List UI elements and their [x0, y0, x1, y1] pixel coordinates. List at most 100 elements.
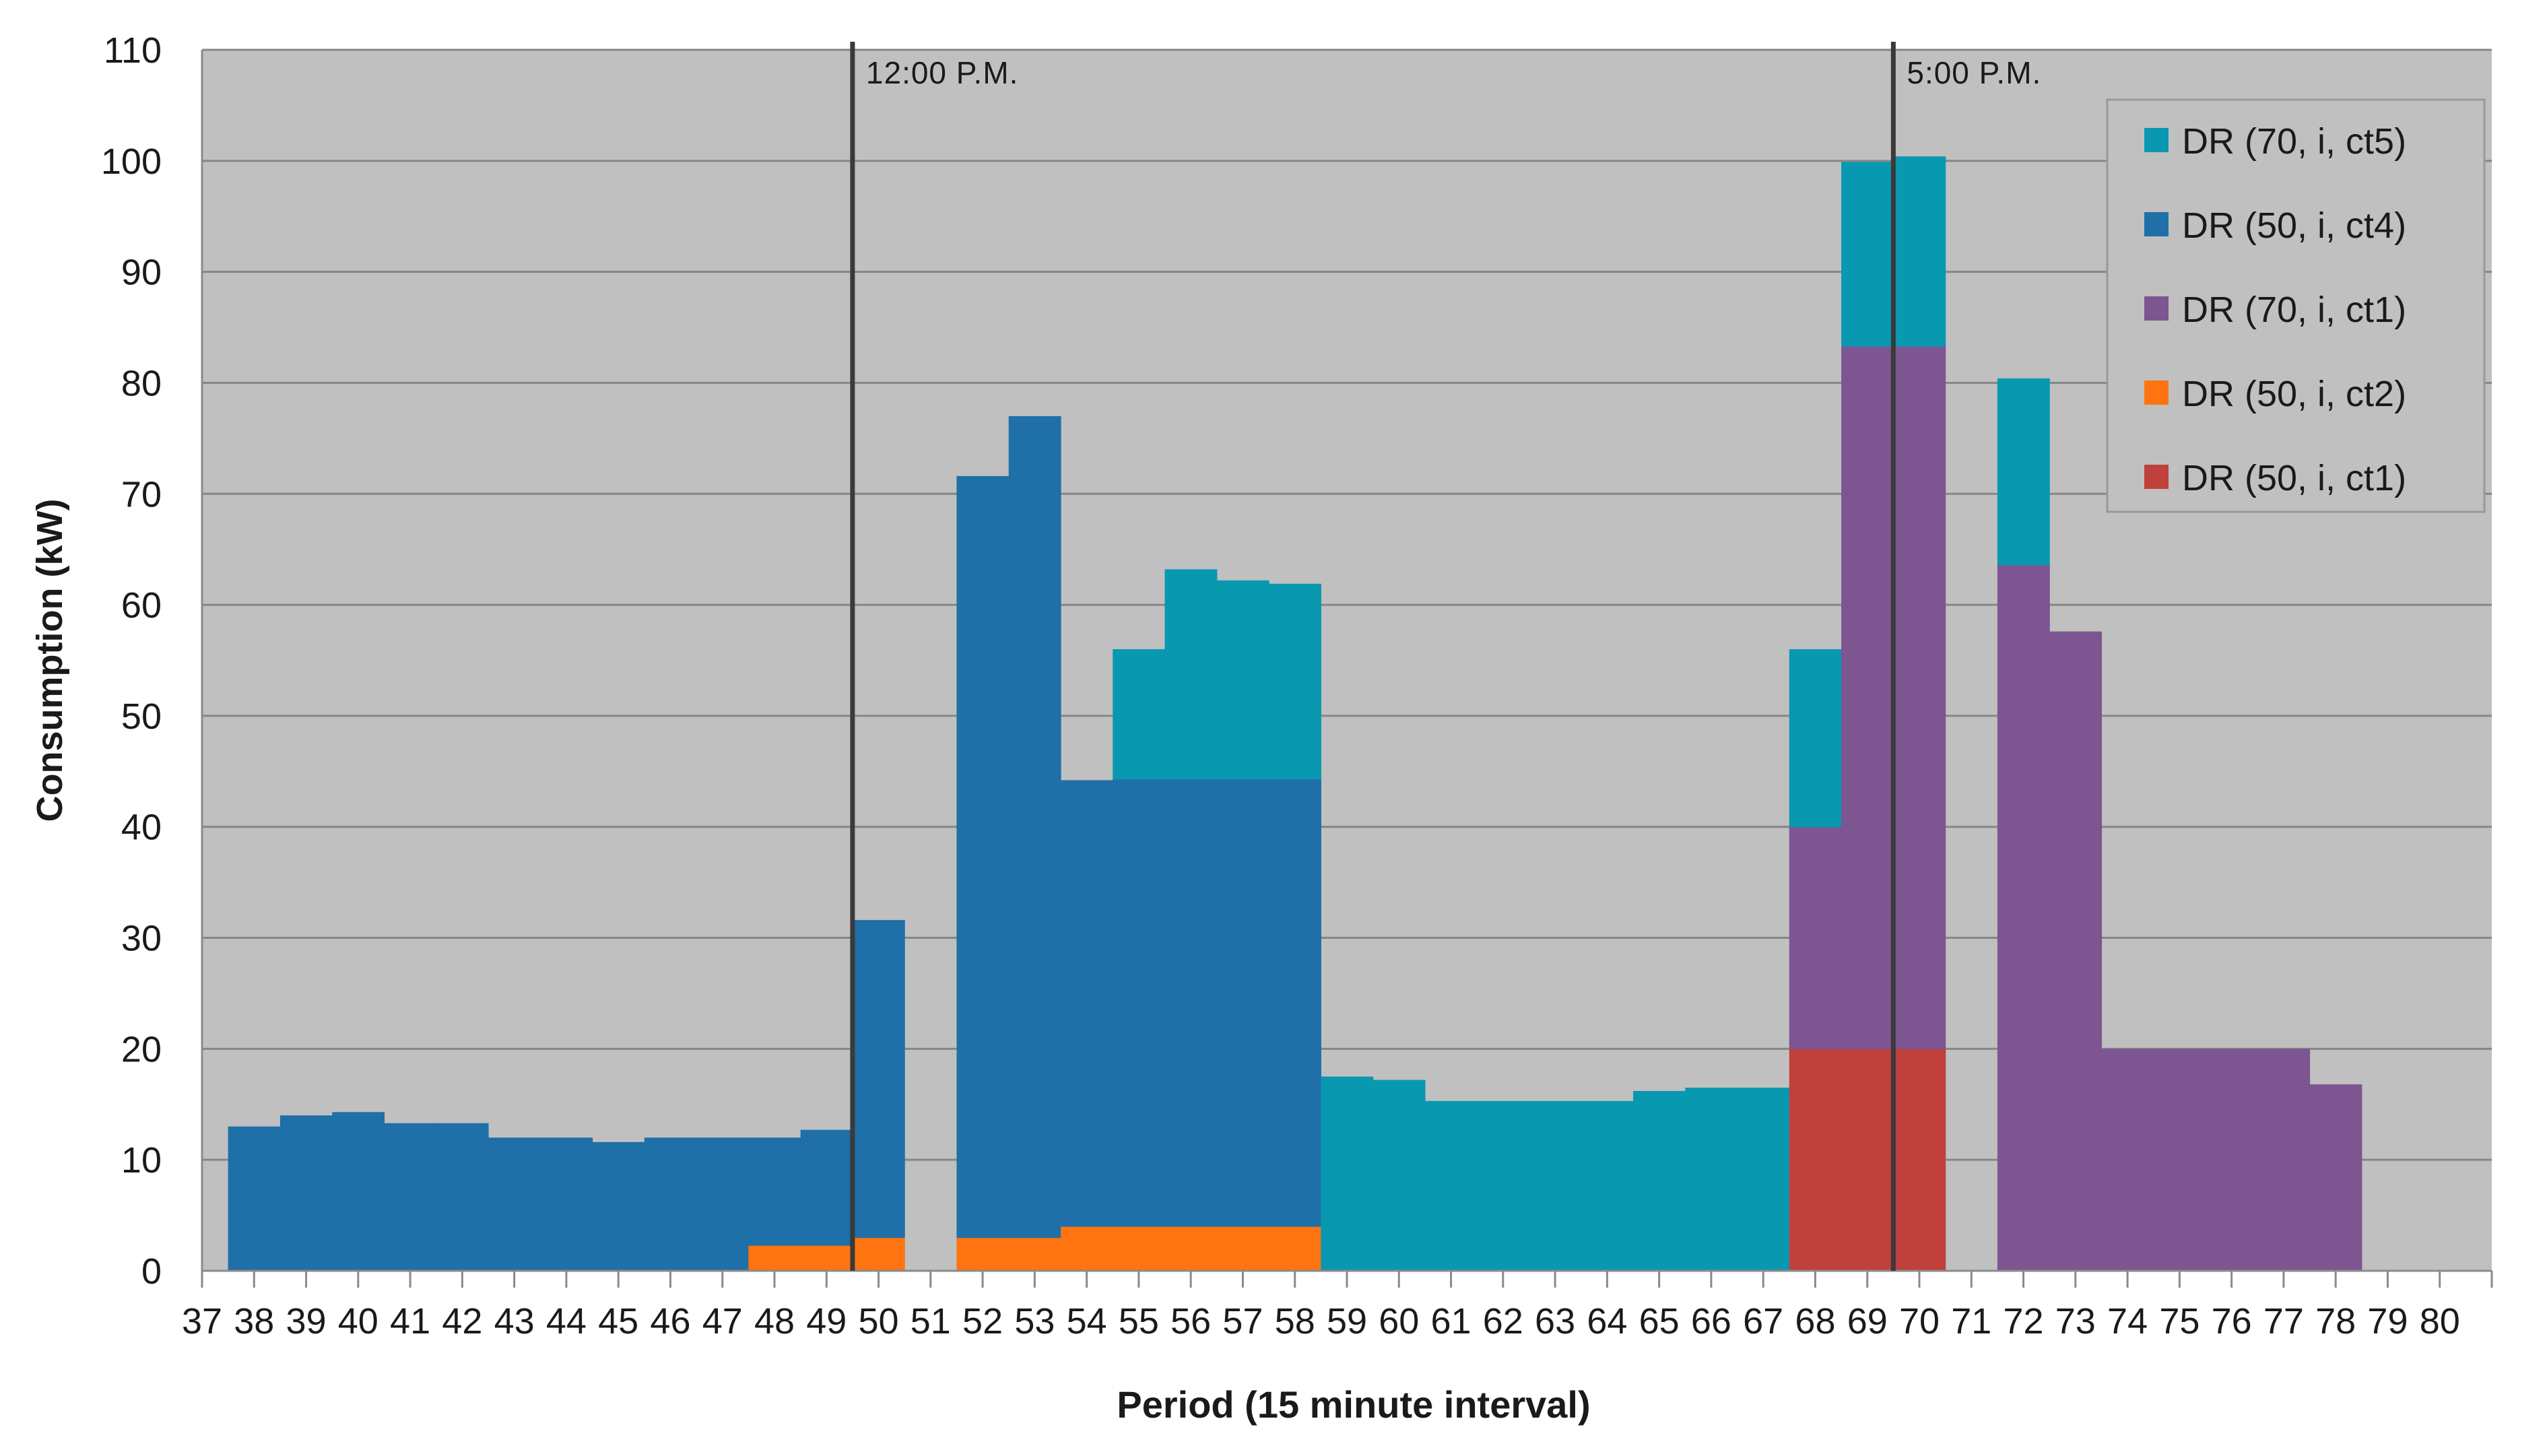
bar-segment: [592, 1141, 645, 1271]
bar-segment: [384, 1123, 437, 1271]
bar-segment: [1581, 1100, 1634, 1271]
y-tick-label: 80: [121, 363, 162, 403]
x-tick-label: 37: [182, 1301, 222, 1342]
bar-segment: [748, 1137, 801, 1246]
x-tick-label: 49: [806, 1301, 847, 1342]
bar-segment: [2101, 1049, 2154, 1271]
x-tick-label: 61: [1431, 1301, 1471, 1342]
y-tick-label: 100: [101, 141, 162, 182]
y-tick-label: 90: [121, 253, 162, 293]
legend-swatch: [2144, 296, 2169, 321]
bar-segment: [2049, 631, 2103, 1271]
bar-segment: [1164, 1226, 1218, 1271]
legend-swatch: [2144, 380, 2169, 405]
x-tick-label: 71: [1951, 1301, 1991, 1342]
legend-swatch: [2144, 128, 2169, 152]
legend-label: DR (50, i, ct1): [2182, 458, 2406, 498]
y-tick-label: 70: [121, 474, 162, 515]
bar-segment: [1789, 1049, 1842, 1271]
bar-segment: [332, 1112, 385, 1271]
bar-segment: [1424, 1100, 1478, 1271]
legend-label: DR (70, i, ct5): [2182, 121, 2406, 162]
x-tick-label: 50: [859, 1301, 899, 1342]
x-tick-label: 68: [1795, 1301, 1835, 1342]
bar-segment: [1685, 1088, 1738, 1271]
x-tick-label: 41: [390, 1301, 430, 1342]
x-tick-label: 46: [650, 1301, 690, 1342]
bar-segment: [1321, 1076, 1374, 1271]
x-tick-label: 65: [1639, 1301, 1680, 1342]
bar-segment: [436, 1123, 489, 1271]
bar-segment: [1269, 779, 1321, 1227]
bar-segment: [1893, 346, 1946, 1049]
legend-label: DR (50, i, ct4): [2182, 205, 2406, 246]
bar-segment: [1893, 1049, 1946, 1271]
bar-segment: [1841, 162, 1894, 347]
bar-segment: [228, 1126, 281, 1271]
bar-segment: [1841, 1049, 1894, 1271]
legend-label: DR (70, i, ct1): [2182, 290, 2406, 330]
x-tick-label: 75: [2159, 1301, 2199, 1342]
y-axis-title: Consumption (kW): [30, 499, 70, 822]
x-tick-label: 69: [1847, 1301, 1888, 1342]
x-tick-label: 72: [2004, 1301, 2044, 1342]
bar-segment: [1737, 1088, 1790, 1271]
x-tick-label: 51: [911, 1301, 951, 1342]
x-tick-label: 38: [234, 1301, 274, 1342]
x-tick-label: 66: [1691, 1301, 1731, 1342]
bar-segment: [2309, 1084, 2362, 1271]
x-tick-label: 54: [1067, 1301, 1107, 1342]
legend: DR (70, i, ct5) DR (50, i, ct4) DR (70, i,…: [2106, 98, 2486, 513]
bar-segment: [1008, 1237, 1061, 1271]
x-tick-label: 78: [2315, 1301, 2356, 1342]
y-tick-label: 20: [121, 1029, 162, 1069]
bar-segment: [800, 1129, 853, 1246]
bar-segment: [1372, 1080, 1426, 1271]
bar-segment: [852, 920, 905, 1238]
bar-segment: [1164, 569, 1218, 780]
x-tick-label: 60: [1379, 1301, 1419, 1342]
x-axis-title: Period (15 minute interval): [1117, 1383, 1590, 1426]
bar-segment: [488, 1137, 541, 1271]
bar-segment: [2206, 1049, 2258, 1271]
bar-segment: [1477, 1100, 1530, 1271]
bar-segment: [1893, 156, 1946, 347]
bar-segment: [1164, 779, 1218, 1227]
x-tick-label: 74: [2107, 1301, 2148, 1342]
bar-segment: [956, 1237, 1010, 1271]
x-tick-label: 55: [1119, 1301, 1159, 1342]
legend-label: DR (50, i, ct2): [2182, 374, 2406, 414]
bar-segment: [1633, 1090, 1686, 1271]
bar-segment: [1113, 1226, 1166, 1271]
bar-segment: [1216, 580, 1269, 780]
x-tick-label: 53: [1014, 1301, 1055, 1342]
bar-segment: [2153, 1049, 2206, 1271]
bar-segment: [748, 1245, 801, 1271]
bar-segment: [1789, 649, 1842, 828]
bar-segment: [540, 1137, 593, 1271]
bar-segment: [696, 1137, 749, 1271]
bar-segment: [1216, 1226, 1269, 1271]
bar-segment: [1269, 1226, 1321, 1271]
x-tick-label: 62: [1483, 1301, 1523, 1342]
bar-segment: [1113, 649, 1166, 780]
x-tick-label: 77: [2263, 1301, 2304, 1342]
y-tick-label: 50: [121, 696, 162, 737]
bar-segment: [1997, 378, 2050, 566]
x-tick-label: 48: [754, 1301, 795, 1342]
bar-segment: [956, 475, 1010, 1238]
bar-segment: [644, 1137, 697, 1271]
x-tick-label: 63: [1535, 1301, 1575, 1342]
x-tick-label: 39: [286, 1301, 327, 1342]
x-tick-label: 44: [546, 1301, 587, 1342]
x-tick-label: 79: [2367, 1301, 2408, 1342]
bar-segment: [1008, 416, 1061, 1238]
y-tick-label: 40: [121, 807, 162, 848]
legend-swatch: [2144, 465, 2169, 489]
x-tick-label: 80: [2420, 1301, 2460, 1342]
x-tick-label: 42: [442, 1301, 482, 1342]
y-tick-label: 0: [141, 1251, 162, 1292]
x-tick-label: 56: [1170, 1301, 1211, 1342]
